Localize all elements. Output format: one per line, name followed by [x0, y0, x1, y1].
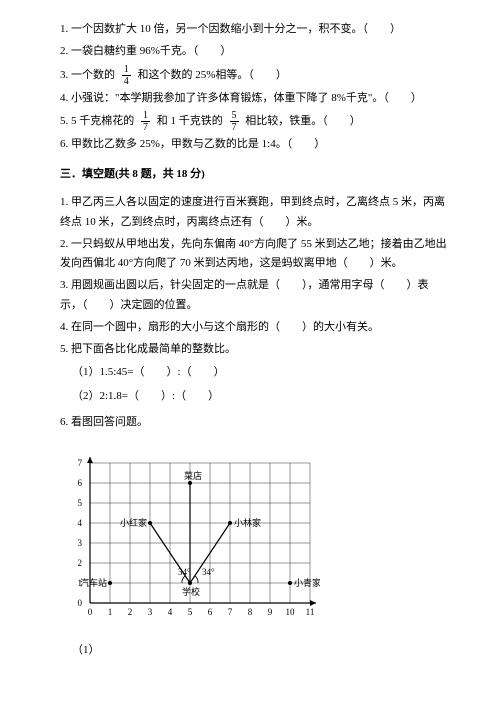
grid-chart: 0123456701234567891011菜店小红家小林家汽车站学校小青家34…	[60, 443, 320, 623]
svg-text:6: 6	[78, 478, 83, 488]
svg-text:5: 5	[78, 498, 83, 508]
svg-text:4: 4	[78, 518, 83, 528]
fill-q2: 2. 一只蚂蚁从甲地出发，先向东偏南 40°方向爬了 55 米到达乙地；接着由乙…	[60, 235, 450, 275]
svg-text:2: 2	[78, 558, 83, 568]
svg-text:7: 7	[78, 458, 83, 468]
svg-text:4: 4	[168, 607, 173, 617]
svg-text:小林家: 小林家	[234, 517, 261, 528]
q5-part-b: 和 1 千克铁的	[157, 115, 223, 127]
frac-num: 5	[230, 110, 239, 122]
chart-container: 0123456701234567891011菜店小红家小林家汽车站学校小青家34…	[60, 443, 450, 623]
footer-q1: （1）	[72, 641, 450, 661]
judgment-q2: 2. 一袋白糖约重 96%千克。（ ）	[60, 42, 450, 62]
svg-text:3: 3	[148, 607, 153, 617]
svg-text:小青家: 小青家	[294, 577, 320, 588]
fill-q5-2: （2）2:1.8=（ ）:（ ）	[72, 387, 450, 407]
frac-den: 7	[141, 122, 150, 133]
svg-text:34°: 34°	[178, 567, 191, 577]
svg-text:11: 11	[306, 607, 315, 617]
svg-text:8: 8	[248, 607, 253, 617]
svg-text:2: 2	[128, 607, 133, 617]
svg-text:小红家: 小红家	[120, 517, 147, 528]
q5-part-a: 5. 5 千克棉花的	[60, 115, 134, 127]
fraction-1-4: 1 4	[122, 64, 131, 87]
svg-text:7: 7	[228, 607, 233, 617]
svg-text:34°: 34°	[202, 567, 215, 577]
svg-text:9: 9	[268, 607, 273, 617]
fill-q5: 5. 把下面各比化成最简单的整数比。	[60, 340, 450, 360]
judgment-q6: 6. 甲数比乙数多 25%，甲数与乙数的比是 1:4。（ ）	[60, 135, 450, 155]
svg-text:6: 6	[208, 607, 213, 617]
fraction-1-7: 1 7	[141, 110, 150, 133]
judgment-q4: 4. 小强说："本学期我参加了许多体育锻炼，体重下降了 8%千克"。（ ）	[60, 89, 450, 109]
frac-num: 1	[122, 64, 131, 76]
svg-text:0: 0	[88, 607, 93, 617]
svg-text:菜店: 菜店	[184, 470, 202, 481]
q3-part-b: 和这个数的 25%相等。（ ）	[138, 69, 287, 81]
fill-q5-1: （1）1.5:45=（ ）:（ ）	[72, 363, 450, 383]
svg-text:汽车站: 汽车站	[80, 577, 107, 588]
q5-part-c: 相比较，铁重。（ ）	[245, 115, 361, 127]
fill-q1: 1. 甲乙丙三人各以固定的速度进行百米赛跑，甲到终点时，乙离终点 5 米，丙离终…	[60, 193, 450, 233]
judgment-q1: 1. 一个因数扩大 10 倍，另一个因数缩小到十分之一，积不变。（ ）	[60, 20, 450, 40]
judgment-q5: 5. 5 千克棉花的 1 7 和 1 千克铁的 5 7 相比较，铁重。（ ）	[60, 110, 450, 133]
fill-q4: 4. 在同一个圆中，扇形的大小与这个扇形的（ ）的大小有关。	[60, 318, 450, 338]
q3-part-a: 3. 一个数的	[60, 69, 115, 81]
fill-q6: 6. 看图回答问题。	[60, 413, 450, 433]
frac-den: 7	[230, 122, 239, 133]
section-3-title: 三．填空题(共 8 题，共 18 分)	[60, 165, 450, 185]
judgment-q3: 3. 一个数的 1 4 和这个数的 25%相等。（ ）	[60, 64, 450, 87]
fill-q3: 3. 用圆规画出圆以后，针尖固定的一点就是（ ），通常用字母（ ）表示，（ ）决…	[60, 276, 450, 316]
svg-text:1: 1	[108, 607, 113, 617]
frac-num: 1	[141, 110, 150, 122]
svg-text:学校: 学校	[182, 586, 200, 597]
svg-text:0: 0	[78, 598, 83, 608]
svg-text:5: 5	[188, 607, 193, 617]
svg-text:3: 3	[78, 538, 83, 548]
fraction-5-7: 5 7	[230, 110, 239, 133]
frac-den: 4	[122, 76, 131, 87]
svg-text:10: 10	[286, 607, 296, 617]
